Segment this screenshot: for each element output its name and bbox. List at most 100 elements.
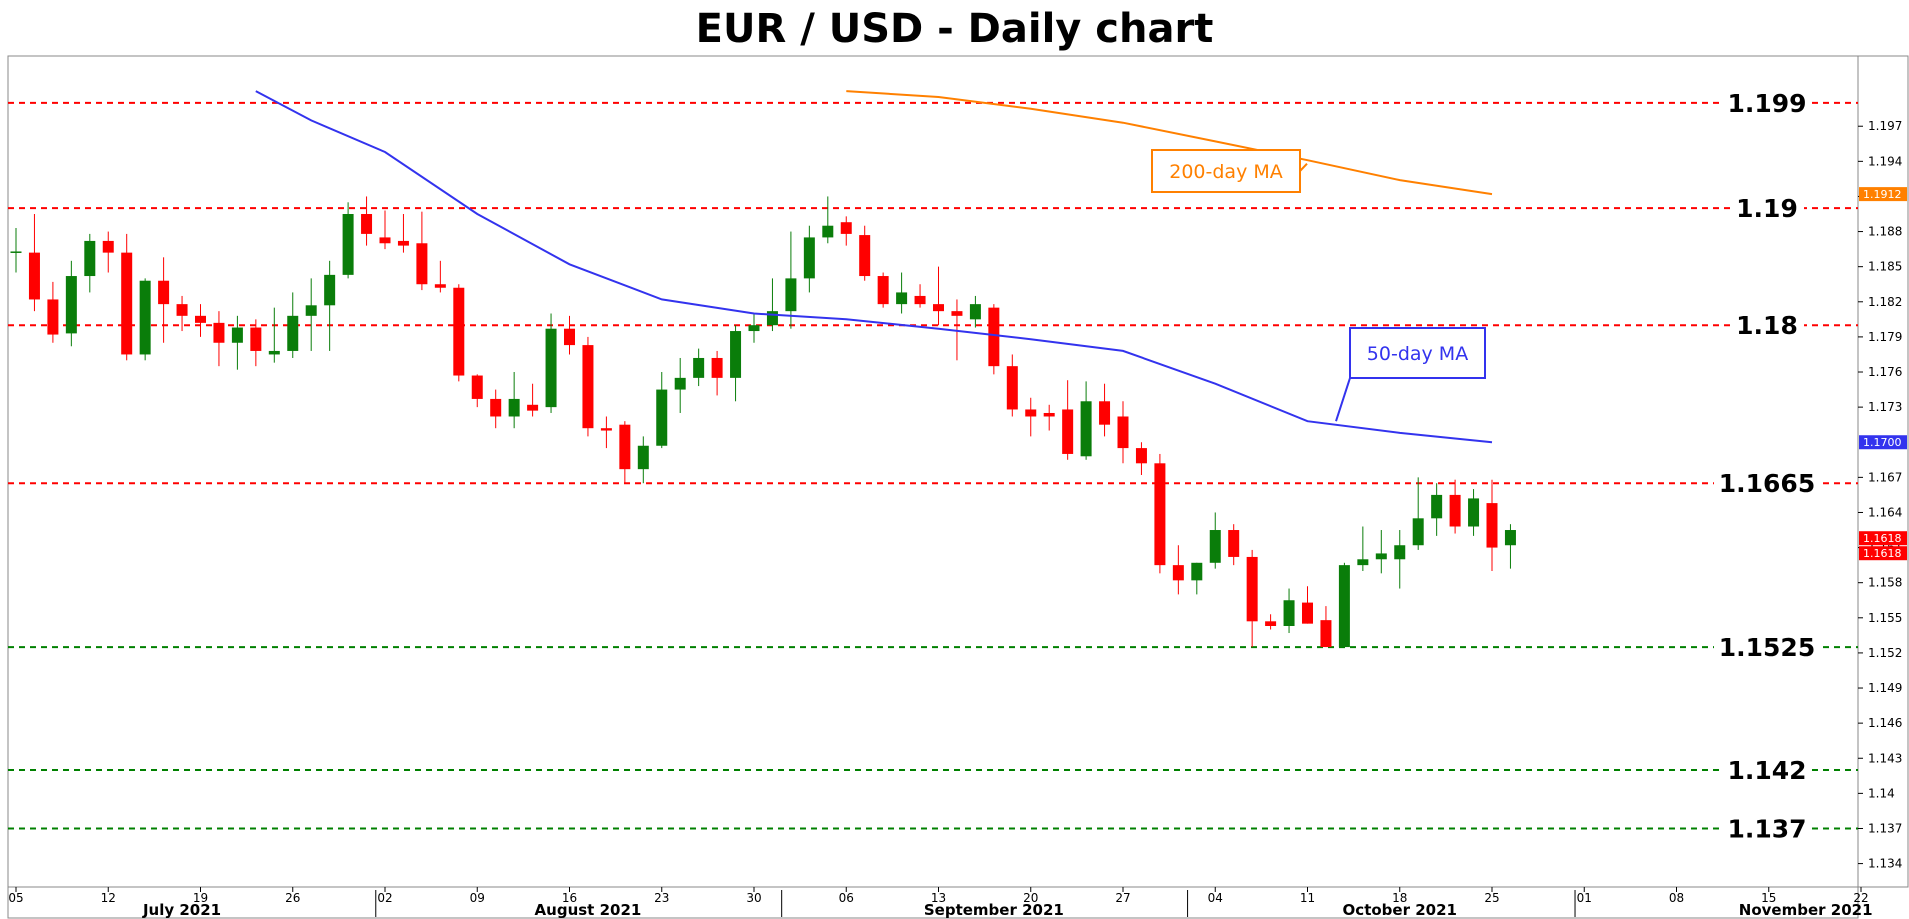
y-tick-label: 1.158 [1868,576,1902,590]
candle-body [176,304,188,316]
x-tick-label: 16 [562,891,577,905]
candle-body [1117,416,1129,449]
candle-body [803,237,815,279]
candle-body [914,295,926,305]
x-tick-label: 12 [101,891,116,905]
candle-body [674,377,686,390]
x-tick-label: 08 [1669,891,1684,905]
level-label: 1.1525 [1719,633,1815,662]
price-badge-label: 1.1700 [1863,436,1902,449]
candle-body [822,225,834,238]
candle-body [969,304,981,320]
plot-frame [7,55,1859,888]
candle-body [766,311,778,326]
candle-body [324,274,336,306]
candle-body [637,445,649,470]
y-tick-label: 1.143 [1868,751,1902,765]
candle-body [1062,409,1074,454]
month-label: September 2021 [924,901,1064,919]
ma200-label: 200-day MA [1169,161,1283,183]
x-tick-label: 15 [1761,891,1776,905]
y-tick-label: 1.173 [1868,400,1902,414]
candle-body [730,331,742,378]
y-tick-label: 1.152 [1868,646,1902,660]
candle-body [397,240,409,246]
y-tick-label: 1.182 [1868,295,1902,309]
price-badge-label: 1.1618 [1863,547,1902,560]
candle-body [748,325,760,332]
x-tick-label: 18 [1392,891,1407,905]
month-label: July 2021 [142,901,221,919]
level-label-bg [1722,87,1812,118]
candle-body [65,276,77,334]
x-tick-label: 06 [839,891,854,905]
moving-average-line [255,90,1493,444]
candle-body [693,357,705,378]
candle-body [1394,545,1406,560]
candle-body [453,287,465,376]
candle-body [231,327,243,343]
y-tick-label: 1.179 [1868,330,1902,344]
candle-body [1412,518,1424,546]
price-badge [1859,531,1907,546]
x-tick-label: 04 [1208,891,1223,905]
x-tick-label: 20 [1023,891,1038,905]
candle-body [1357,559,1369,566]
candle-body [213,322,225,343]
level-label: 1.142 [1727,756,1806,785]
candle-body [416,243,428,285]
candle-body [840,222,852,234]
level-label: 1.137 [1727,814,1806,843]
candle-body [896,292,908,305]
level-label-bg [1722,754,1812,785]
moving-average-line [846,90,1493,196]
x-tick-label: 09 [470,891,485,905]
candle-body [287,315,299,351]
candle-body [47,299,59,335]
candle-body [1172,565,1184,581]
level-label-bg [1714,632,1820,663]
candle-body [1486,503,1498,548]
x-tick-label: 27 [1115,891,1130,905]
level-label-bg [1722,813,1812,844]
candle-body [305,305,317,316]
candle-body [1209,530,1221,563]
candle-body [1302,602,1313,624]
level-label: 1.19 [1736,194,1798,223]
candle-body [1154,463,1166,566]
month-label: November 2021 [1739,901,1873,919]
x-tick-label: 01 [1577,891,1592,905]
candle-body [10,251,22,253]
candle-body [933,304,944,312]
x-tick-label: 26 [285,891,300,905]
candle-body [1431,494,1443,519]
y-tick-label: 1.176 [1868,365,1902,379]
y-tick-label: 1.164 [1868,505,1902,519]
x-tick-label: 02 [377,891,392,905]
x-axis-panel [7,886,1859,919]
candle-body [1025,409,1037,417]
candle-body [1265,621,1277,626]
candle-body [1191,562,1203,581]
y-tick-label: 1.146 [1868,716,1902,730]
candle-body [158,280,170,305]
month-label: August 2021 [535,901,642,919]
level-label: 1.1665 [1719,469,1815,498]
candle-body [1043,412,1055,417]
x-tick-label: 05 [8,891,23,905]
candle-body [268,350,280,355]
level-label-bg [1714,468,1820,499]
candle-body [711,357,723,378]
level-label: 1.199 [1727,89,1806,118]
candle-body [139,280,151,355]
candle-body [1504,530,1516,546]
level-label: 1.18 [1736,311,1798,340]
candle-body [490,398,502,417]
candle-body [988,307,1000,367]
price-badge [1859,546,1907,561]
candle-body [527,404,539,411]
candle-body [379,237,391,244]
candle-body [84,240,96,277]
ma200-callout-box [1151,149,1301,193]
